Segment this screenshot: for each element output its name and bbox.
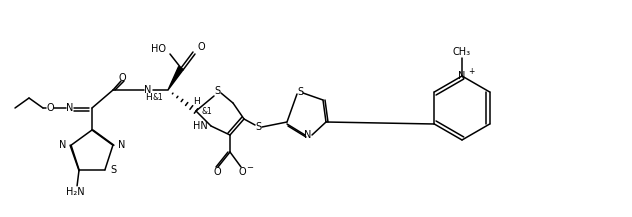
Text: S: S: [110, 165, 116, 175]
Text: O: O: [213, 167, 221, 177]
Text: CH₃: CH₃: [453, 47, 471, 57]
Text: +: +: [468, 67, 474, 77]
Polygon shape: [168, 67, 183, 90]
Text: N: N: [118, 140, 125, 150]
Text: N: N: [144, 85, 152, 95]
Text: H: H: [193, 97, 200, 107]
Text: O: O: [118, 73, 126, 83]
Text: N: N: [458, 71, 466, 81]
Text: &1: &1: [152, 94, 163, 102]
Text: S: S: [255, 122, 261, 132]
Text: O: O: [238, 167, 246, 177]
Text: N: N: [66, 103, 74, 113]
Text: N: N: [305, 130, 312, 140]
Text: &1: &1: [202, 107, 213, 115]
Text: −: −: [246, 163, 253, 173]
Text: O: O: [46, 103, 54, 113]
Text: HO: HO: [151, 44, 166, 54]
Text: S: S: [214, 86, 220, 96]
Text: H: H: [145, 94, 152, 102]
Text: HN: HN: [193, 121, 208, 131]
Text: O: O: [198, 42, 205, 52]
Text: N: N: [59, 140, 66, 150]
Text: H₂N: H₂N: [66, 187, 85, 197]
Text: S: S: [297, 87, 303, 97]
